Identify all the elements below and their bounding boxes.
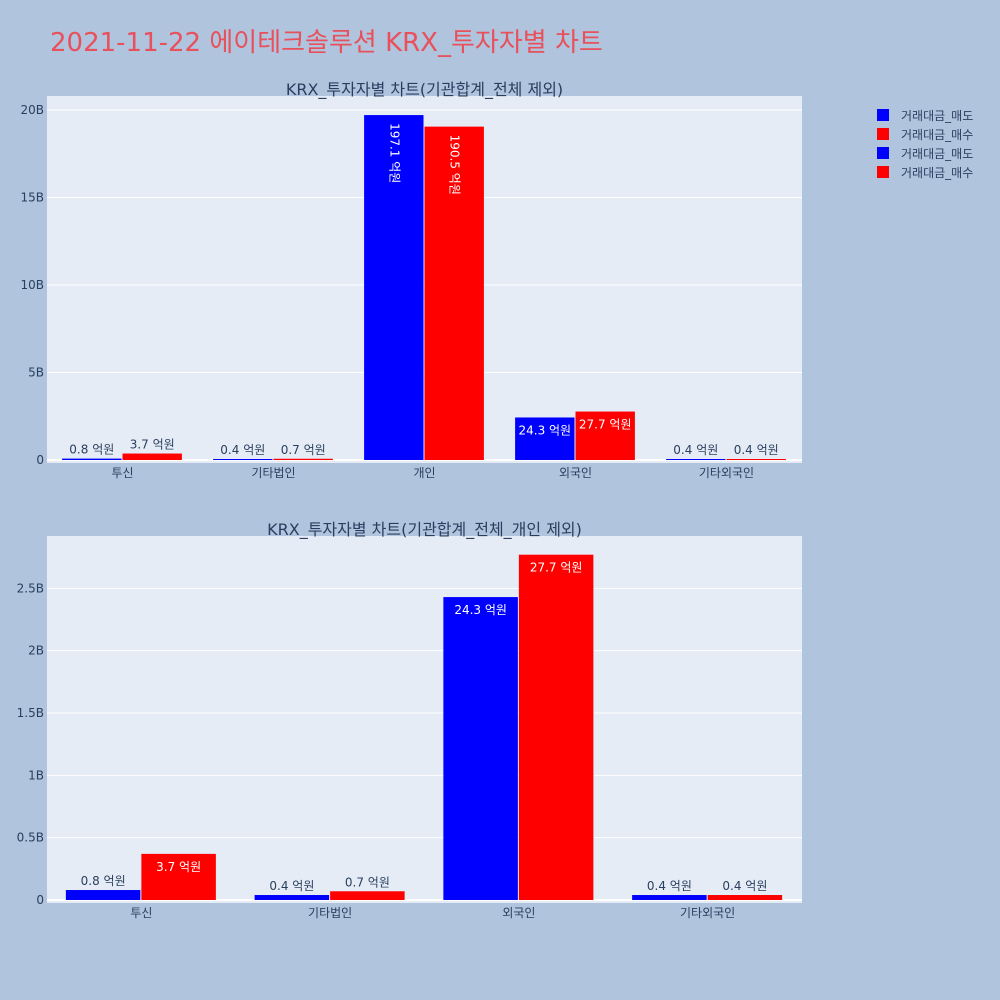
y-tick-label: 10B	[20, 278, 44, 292]
data-label: 0.4 억원	[673, 443, 718, 457]
data-label: 0.4 억원	[269, 879, 314, 893]
x-tick-label: 투신	[130, 906, 152, 920]
page-title: 2021-11-22 에이테크솔루션 KRX_투자자별 차트	[50, 28, 603, 58]
data-label: 24.3 억원	[518, 423, 571, 437]
bar-sell	[515, 417, 575, 460]
data-label: 197.1 억원	[387, 123, 401, 183]
bar-sell	[364, 115, 424, 460]
x-tick-label: 외국인	[502, 906, 535, 920]
legend-swatch[interactable]	[877, 128, 889, 140]
chart-2: 0 0.5B 1B 1.5B 2B 2.5B KRX_투자자별 차트(기관합계_전체_개인 …	[17, 520, 802, 920]
y-tick-label: 2.5B	[17, 581, 44, 595]
y-tick-label: 1B	[28, 768, 44, 782]
data-label: 190.5 억원	[448, 135, 462, 195]
bar-sell	[65, 890, 141, 900]
bar-sell	[632, 895, 707, 900]
x-tick-label: 기타외국인	[680, 906, 735, 920]
data-label: 27.7 억원	[530, 561, 583, 575]
bar-sell	[213, 459, 273, 460]
bar-buy	[726, 459, 786, 460]
bar-buy	[518, 554, 594, 900]
x-tick-label: 투신	[111, 466, 133, 480]
bar-buy	[575, 411, 635, 460]
legend-label[interactable]: 거래대금_매수	[901, 128, 973, 142]
data-label: 24.3 억원	[454, 603, 507, 617]
bar-sell	[666, 459, 726, 460]
y-tick-label: 5B	[28, 366, 44, 380]
y-tick-label: 0.5B	[17, 831, 44, 845]
chart-1: 0 5B 10B 15B 20B KRX_투자자별 차트(기관합계_전체 제외) 투신 0.8…	[20, 80, 802, 480]
legend-swatch[interactable]	[877, 109, 889, 121]
y-tick-label: 0	[36, 893, 44, 907]
bar-buy	[273, 458, 333, 460]
data-label: 0.8 억원	[69, 443, 114, 457]
data-label: 0.7 억원	[345, 875, 390, 889]
y-tick-label: 2B	[28, 644, 44, 658]
data-label: 0.8 억원	[81, 874, 126, 888]
data-label: 27.7 억원	[579, 418, 632, 432]
bar-sell	[254, 895, 330, 900]
bar-buy	[122, 453, 182, 460]
legend-swatch[interactable]	[877, 147, 889, 159]
y-tick-label: 1.5B	[17, 706, 44, 720]
x-tick-label: 기타법인	[308, 906, 352, 920]
data-label: 0.4 억원	[722, 879, 767, 893]
data-label: 3.7 억원	[130, 438, 175, 452]
y-tick-label: 0	[36, 453, 44, 467]
y-tick-label: 20B	[20, 103, 44, 117]
bar-buy	[141, 853, 216, 900]
data-label: 0.4 억원	[220, 443, 265, 457]
x-tick-label: 기타법인	[251, 466, 295, 480]
legend-label[interactable]: 거래대금_매수	[901, 166, 973, 180]
chart-title: KRX_투자자별 차트(기관합계_전체 제외)	[286, 80, 563, 100]
bar-sell	[62, 458, 122, 460]
bar-sell	[443, 597, 518, 900]
x-tick-label: 기타외국인	[699, 466, 754, 480]
plot-area	[47, 536, 802, 903]
legend-label[interactable]: 거래대금_매도	[901, 147, 973, 161]
data-label: 0.4 억원	[734, 443, 779, 457]
y-tick-label: 15B	[20, 191, 44, 205]
data-label: 0.7 억원	[281, 443, 326, 457]
bar-buy	[424, 126, 484, 460]
legend-label[interactable]: 거래대금_매도	[901, 109, 973, 123]
legend-swatch[interactable]	[877, 166, 889, 178]
chart-title: KRX_투자자별 차트(기관합계_전체_개인 제외)	[267, 520, 582, 540]
x-tick-label: 개인	[413, 466, 435, 480]
bar-buy	[707, 895, 783, 900]
data-label: 3.7 억원	[156, 860, 201, 874]
data-label: 0.4 억원	[647, 879, 692, 893]
x-tick-label: 외국인	[559, 466, 592, 480]
bar-buy	[330, 891, 405, 900]
